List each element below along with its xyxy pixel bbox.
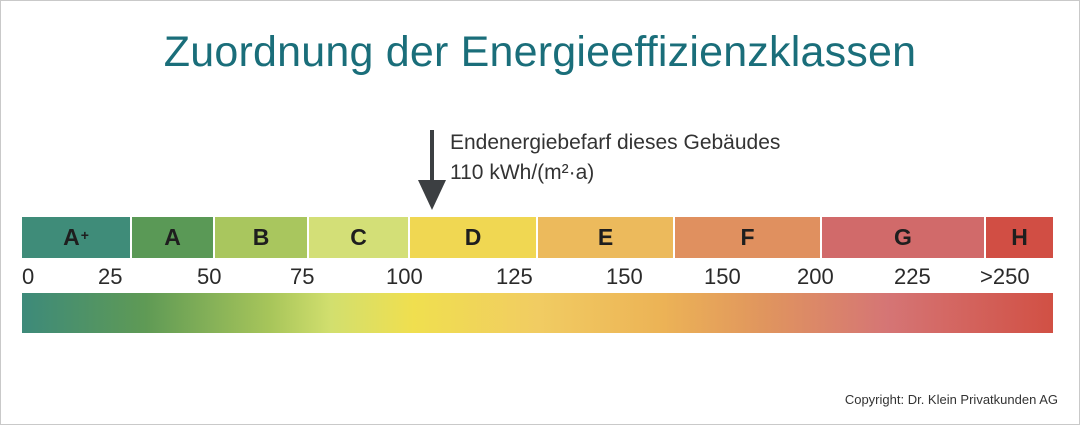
scale-tick: 75: [290, 264, 315, 289]
class-segment-h: H: [986, 217, 1053, 258]
class-segment-g: G: [822, 217, 986, 258]
class-label: G: [894, 224, 912, 250]
scale-tick: 50: [197, 264, 222, 289]
class-label: H: [1011, 224, 1028, 250]
scale-tick: 150: [704, 264, 741, 289]
class-label: F: [740, 224, 755, 250]
class-segment-a-plus: A +: [22, 217, 132, 258]
class-label: D: [464, 224, 482, 250]
class-label: B: [252, 224, 270, 250]
class-segment-d: D: [410, 217, 538, 258]
class-label: A: [63, 224, 80, 250]
class-segment-f: F: [675, 217, 822, 258]
indicator-label: Endenergiebefarf dieses Gebäudes: [450, 131, 781, 154]
class-segment-e: E: [538, 217, 675, 258]
indicator-arrow-shaft: [430, 130, 434, 184]
class-label: A: [164, 224, 181, 250]
class-label: E: [597, 224, 614, 250]
scale-tick: 125: [496, 264, 533, 289]
efficiency-gradient-bar: [22, 293, 1053, 333]
scale-tick: 200: [797, 264, 834, 289]
class-segment-c: C: [309, 217, 410, 258]
scale-tick: 225: [894, 264, 931, 289]
efficiency-class-bar: A + A B C D E F G H: [22, 217, 1053, 258]
page-title: Zuordnung der Energieeffizienzklassen: [163, 28, 917, 76]
scale-tick: 100: [386, 264, 423, 289]
class-label: C: [350, 224, 367, 250]
indicator-value: 110 kWh/(m²·a): [450, 161, 595, 184]
class-label-sup: +: [80, 226, 89, 243]
scale-tick: >250: [980, 264, 1030, 289]
scale-tick: 0: [22, 264, 35, 289]
scale-tick: 25: [98, 264, 123, 289]
scale-tick: 150: [606, 264, 643, 289]
class-segment-a: A: [132, 217, 215, 258]
class-segment-b: B: [215, 217, 309, 258]
copyright-note: Copyright: Dr. Klein Privatkunden AG: [844, 392, 1058, 407]
indicator-arrow-down-icon: [418, 180, 446, 210]
